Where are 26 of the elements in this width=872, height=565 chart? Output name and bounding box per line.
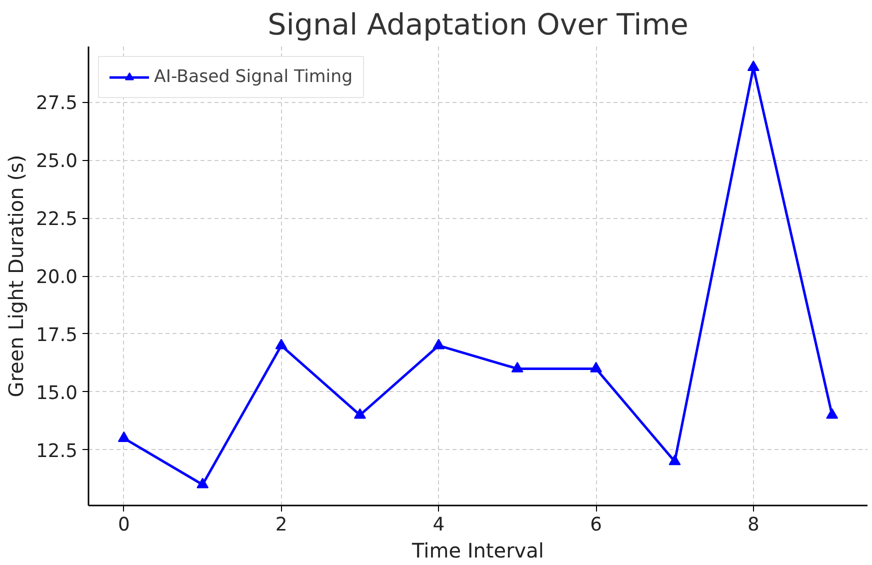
chart-title: Signal Adaptation Over Time [268, 8, 688, 42]
point [432, 338, 445, 350]
y-tick-label: 25.0 [36, 151, 78, 172]
point [668, 454, 681, 466]
x-tick-label: 8 [747, 514, 760, 536]
x-axis-title: Time Interval [411, 538, 544, 562]
legend-label: AI-Based Signal Timing [154, 67, 353, 87]
point [196, 478, 209, 488]
point [511, 362, 524, 372]
point [354, 408, 366, 419]
y-tick-label: 20.0 [36, 267, 78, 288]
y-axis-title: Green Light Duration (s) [4, 154, 28, 398]
x-tick-label: 6 [590, 514, 602, 536]
y-tick-label: 15.0 [36, 382, 78, 404]
point [747, 60, 760, 72]
x-tick-label: 4 [432, 514, 445, 536]
x-tick-label: 2 [275, 514, 288, 536]
y-tick-label: 17.5 [36, 324, 78, 346]
x-tick-label: 0 [118, 514, 130, 536]
point [826, 408, 838, 419]
y-tick-label: 12.5 [36, 440, 78, 462]
point [590, 362, 602, 372]
point [118, 431, 130, 442]
y-tick-label: 22.5 [36, 209, 78, 230]
y-tick-label: 27.5 [36, 93, 78, 114]
point [275, 338, 288, 350]
